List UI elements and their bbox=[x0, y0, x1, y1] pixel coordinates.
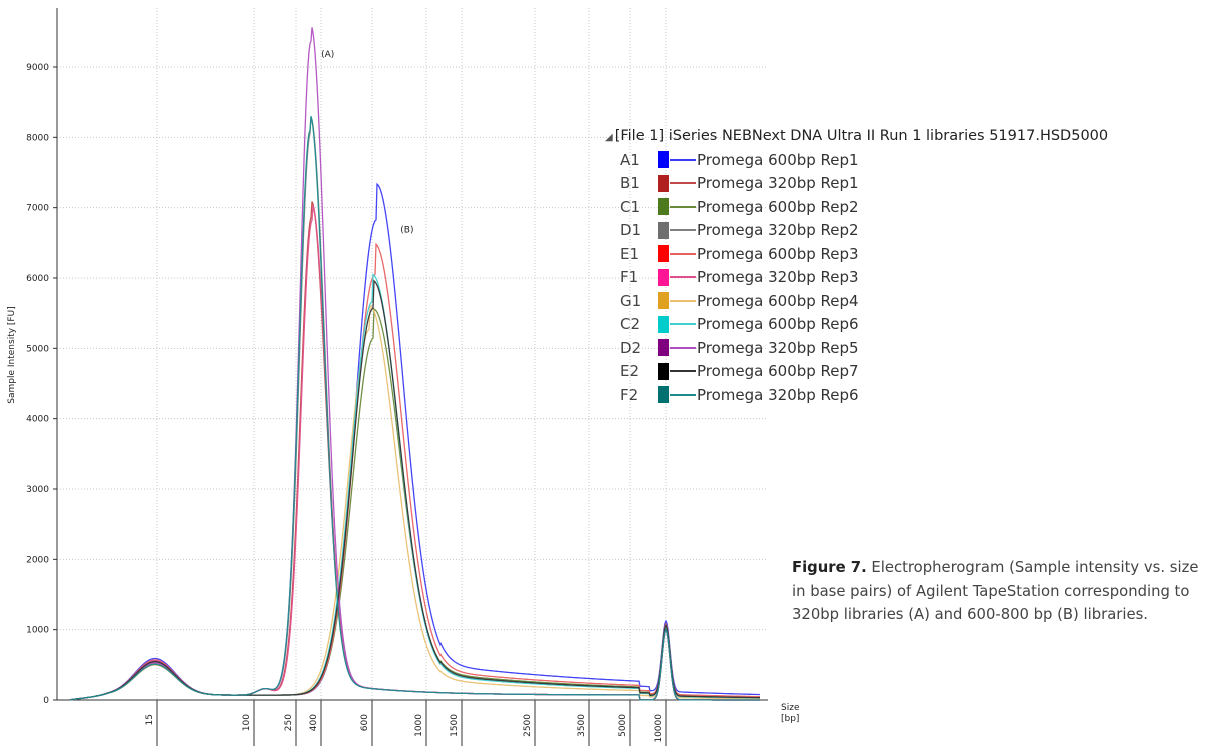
legend-swatch bbox=[658, 315, 669, 333]
x-tick-label: 100 bbox=[242, 714, 252, 731]
series-line-E2 bbox=[69, 279, 760, 701]
legend-rows: A1 Promega 600bp Rep1 B1 Promega 320bp Rep1… bbox=[605, 148, 1205, 407]
y-tick-label: 9000 bbox=[26, 63, 49, 73]
legend-well-id: C1 bbox=[620, 197, 641, 216]
peak-label: (B) bbox=[400, 226, 413, 236]
y-tick-label: 0 bbox=[43, 696, 49, 706]
peak-label: (A) bbox=[321, 50, 334, 60]
legend-item[interactable]: B1 Promega 320bp Rep1 bbox=[605, 172, 1205, 196]
legend-item[interactable]: F1 Promega 320bp Rep3 bbox=[605, 266, 1205, 290]
legend-line-sample bbox=[670, 299, 696, 302]
legend-item[interactable]: G1 Promega 600bp Rep4 bbox=[605, 289, 1205, 313]
legend-item[interactable]: D2 Promega 320bp Rep5 bbox=[605, 336, 1205, 360]
x-axis-title: [bp] bbox=[781, 714, 799, 724]
collapse-triangle-icon[interactable]: ◢ bbox=[605, 132, 613, 143]
legend-swatch bbox=[658, 386, 669, 404]
legend-item[interactable]: C2 Promega 600bp Rep6 bbox=[605, 313, 1205, 337]
x-tick-label: 250 bbox=[284, 714, 294, 731]
legend-series-name: Promega 320bp Rep5 bbox=[697, 338, 859, 357]
legend-swatch bbox=[658, 268, 669, 286]
legend-series-name: Promega 320bp Rep2 bbox=[697, 221, 859, 240]
legend-header[interactable]: ◢ [File 1] iSeries NEBNext DNA Ultra II R… bbox=[605, 128, 1205, 144]
legend-series-name: Promega 600bp Rep1 bbox=[697, 150, 859, 169]
x-axis-title: Size bbox=[781, 703, 800, 713]
legend-well-id: E1 bbox=[620, 244, 640, 263]
legend-line-sample bbox=[670, 323, 696, 326]
legend-swatch bbox=[658, 221, 669, 239]
legend-well-id: B1 bbox=[620, 174, 640, 193]
legend-series-name: Promega 320bp Rep3 bbox=[697, 268, 859, 287]
y-tick-label: 2000 bbox=[26, 555, 49, 565]
legend-line-sample bbox=[670, 158, 696, 161]
legend-line-sample bbox=[670, 205, 696, 208]
legend-well-id: F2 bbox=[620, 385, 639, 404]
y-tick-label: 3000 bbox=[26, 485, 49, 495]
legend-swatch bbox=[658, 362, 669, 380]
legend-item[interactable]: A1 Promega 600bp Rep1 bbox=[605, 148, 1205, 172]
legend-series-name: Promega 320bp Rep1 bbox=[697, 174, 859, 193]
x-tick-label: 400 bbox=[309, 714, 319, 731]
legend-series-name: Promega 600bp Rep2 bbox=[697, 197, 859, 216]
legend-swatch bbox=[658, 339, 669, 357]
y-tick-label: 5000 bbox=[26, 344, 49, 354]
legend-swatch bbox=[658, 292, 669, 310]
legend-series-name: Promega 600bp Rep6 bbox=[697, 315, 859, 334]
legend-series-name: Promega 600bp Rep3 bbox=[697, 244, 859, 263]
legend-line-sample bbox=[670, 370, 696, 373]
x-tick-label: 15 bbox=[145, 714, 155, 725]
legend: ◢ [File 1] iSeries NEBNext DNA Ultra II R… bbox=[605, 128, 1205, 407]
legend-header-text: [File 1] iSeries NEBNext DNA Ultra II Ru… bbox=[614, 128, 1109, 144]
y-tick-label: 1000 bbox=[26, 626, 49, 636]
figure-caption: Figure 7. Electropherogram (Sample inten… bbox=[792, 556, 1207, 627]
caption-label: Figure 7. bbox=[792, 559, 867, 576]
y-axis-title: Sample Intensity [FU] bbox=[7, 306, 17, 403]
legend-line-sample bbox=[670, 252, 696, 255]
y-tick-label: 8000 bbox=[26, 133, 49, 143]
legend-swatch bbox=[658, 151, 669, 169]
x-tick-label: 600 bbox=[360, 714, 370, 731]
legend-item[interactable]: E2 Promega 600bp Rep7 bbox=[605, 360, 1205, 384]
legend-well-id: E2 bbox=[620, 362, 640, 381]
legend-well-id: F1 bbox=[620, 268, 639, 287]
legend-well-id: G1 bbox=[620, 291, 642, 310]
legend-swatch bbox=[658, 245, 669, 263]
legend-line-sample bbox=[670, 182, 696, 185]
legend-swatch bbox=[658, 198, 669, 216]
legend-item[interactable]: C1 Promega 600bp Rep2 bbox=[605, 195, 1205, 219]
legend-series-name: Promega 320bp Rep6 bbox=[697, 385, 859, 404]
legend-line-sample bbox=[670, 276, 696, 279]
legend-item[interactable]: E1 Promega 600bp Rep3 bbox=[605, 242, 1205, 266]
y-tick-label: 6000 bbox=[26, 274, 49, 284]
legend-well-id: D1 bbox=[620, 221, 642, 240]
legend-line-sample bbox=[670, 346, 696, 349]
x-tick-label: 10000 bbox=[654, 714, 664, 743]
legend-line-sample bbox=[670, 393, 696, 396]
x-tick-label: 1000 bbox=[414, 714, 424, 737]
legend-well-id: D2 bbox=[620, 338, 642, 357]
legend-swatch bbox=[658, 174, 669, 192]
caption-text: Electropherogram (Sample intensity vs. s… bbox=[792, 559, 1199, 623]
y-tick-label: 4000 bbox=[26, 415, 49, 425]
legend-well-id: C2 bbox=[620, 315, 641, 334]
legend-series-name: Promega 600bp Rep4 bbox=[697, 291, 859, 310]
y-tick-label: 7000 bbox=[26, 204, 49, 214]
x-tick-label: 1500 bbox=[450, 714, 460, 737]
legend-well-id: A1 bbox=[620, 150, 640, 169]
x-tick-label: 3500 bbox=[577, 714, 587, 737]
x-tick-label: 2500 bbox=[523, 714, 533, 737]
legend-series-name: Promega 600bp Rep7 bbox=[697, 362, 859, 381]
legend-line-sample bbox=[670, 229, 696, 232]
x-tick-label: 5000 bbox=[618, 714, 628, 737]
legend-item[interactable]: F2 Promega 320bp Rep6 bbox=[605, 383, 1205, 407]
legend-item[interactable]: D1 Promega 320bp Rep2 bbox=[605, 219, 1205, 243]
series-line-F2 bbox=[69, 116, 760, 701]
